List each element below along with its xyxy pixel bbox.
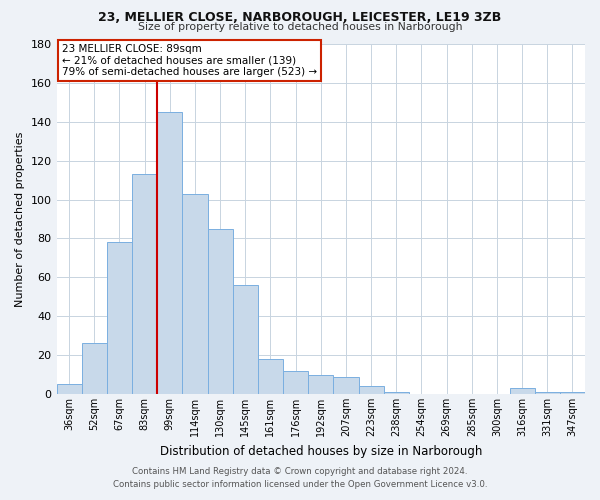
Bar — [359, 386, 383, 394]
Bar — [132, 174, 157, 394]
Bar — [509, 388, 535, 394]
Bar — [383, 392, 409, 394]
Bar — [233, 285, 258, 394]
Bar — [208, 228, 233, 394]
Text: Size of property relative to detached houses in Narborough: Size of property relative to detached ho… — [138, 22, 462, 32]
Bar — [56, 384, 82, 394]
Bar — [560, 392, 585, 394]
Text: 23 MELLIER CLOSE: 89sqm
← 21% of detached houses are smaller (139)
79% of semi-d: 23 MELLIER CLOSE: 89sqm ← 21% of detache… — [62, 44, 317, 77]
Bar — [157, 112, 182, 394]
Bar — [283, 370, 308, 394]
Bar — [107, 242, 132, 394]
Text: Contains HM Land Registry data © Crown copyright and database right 2024.
Contai: Contains HM Land Registry data © Crown c… — [113, 468, 487, 489]
X-axis label: Distribution of detached houses by size in Narborough: Distribution of detached houses by size … — [160, 444, 482, 458]
Y-axis label: Number of detached properties: Number of detached properties — [15, 132, 25, 306]
Bar — [82, 344, 107, 394]
Bar — [182, 194, 208, 394]
Bar — [308, 374, 334, 394]
Bar — [334, 376, 359, 394]
Bar — [535, 392, 560, 394]
Text: 23, MELLIER CLOSE, NARBOROUGH, LEICESTER, LE19 3ZB: 23, MELLIER CLOSE, NARBOROUGH, LEICESTER… — [98, 11, 502, 24]
Bar — [258, 359, 283, 394]
